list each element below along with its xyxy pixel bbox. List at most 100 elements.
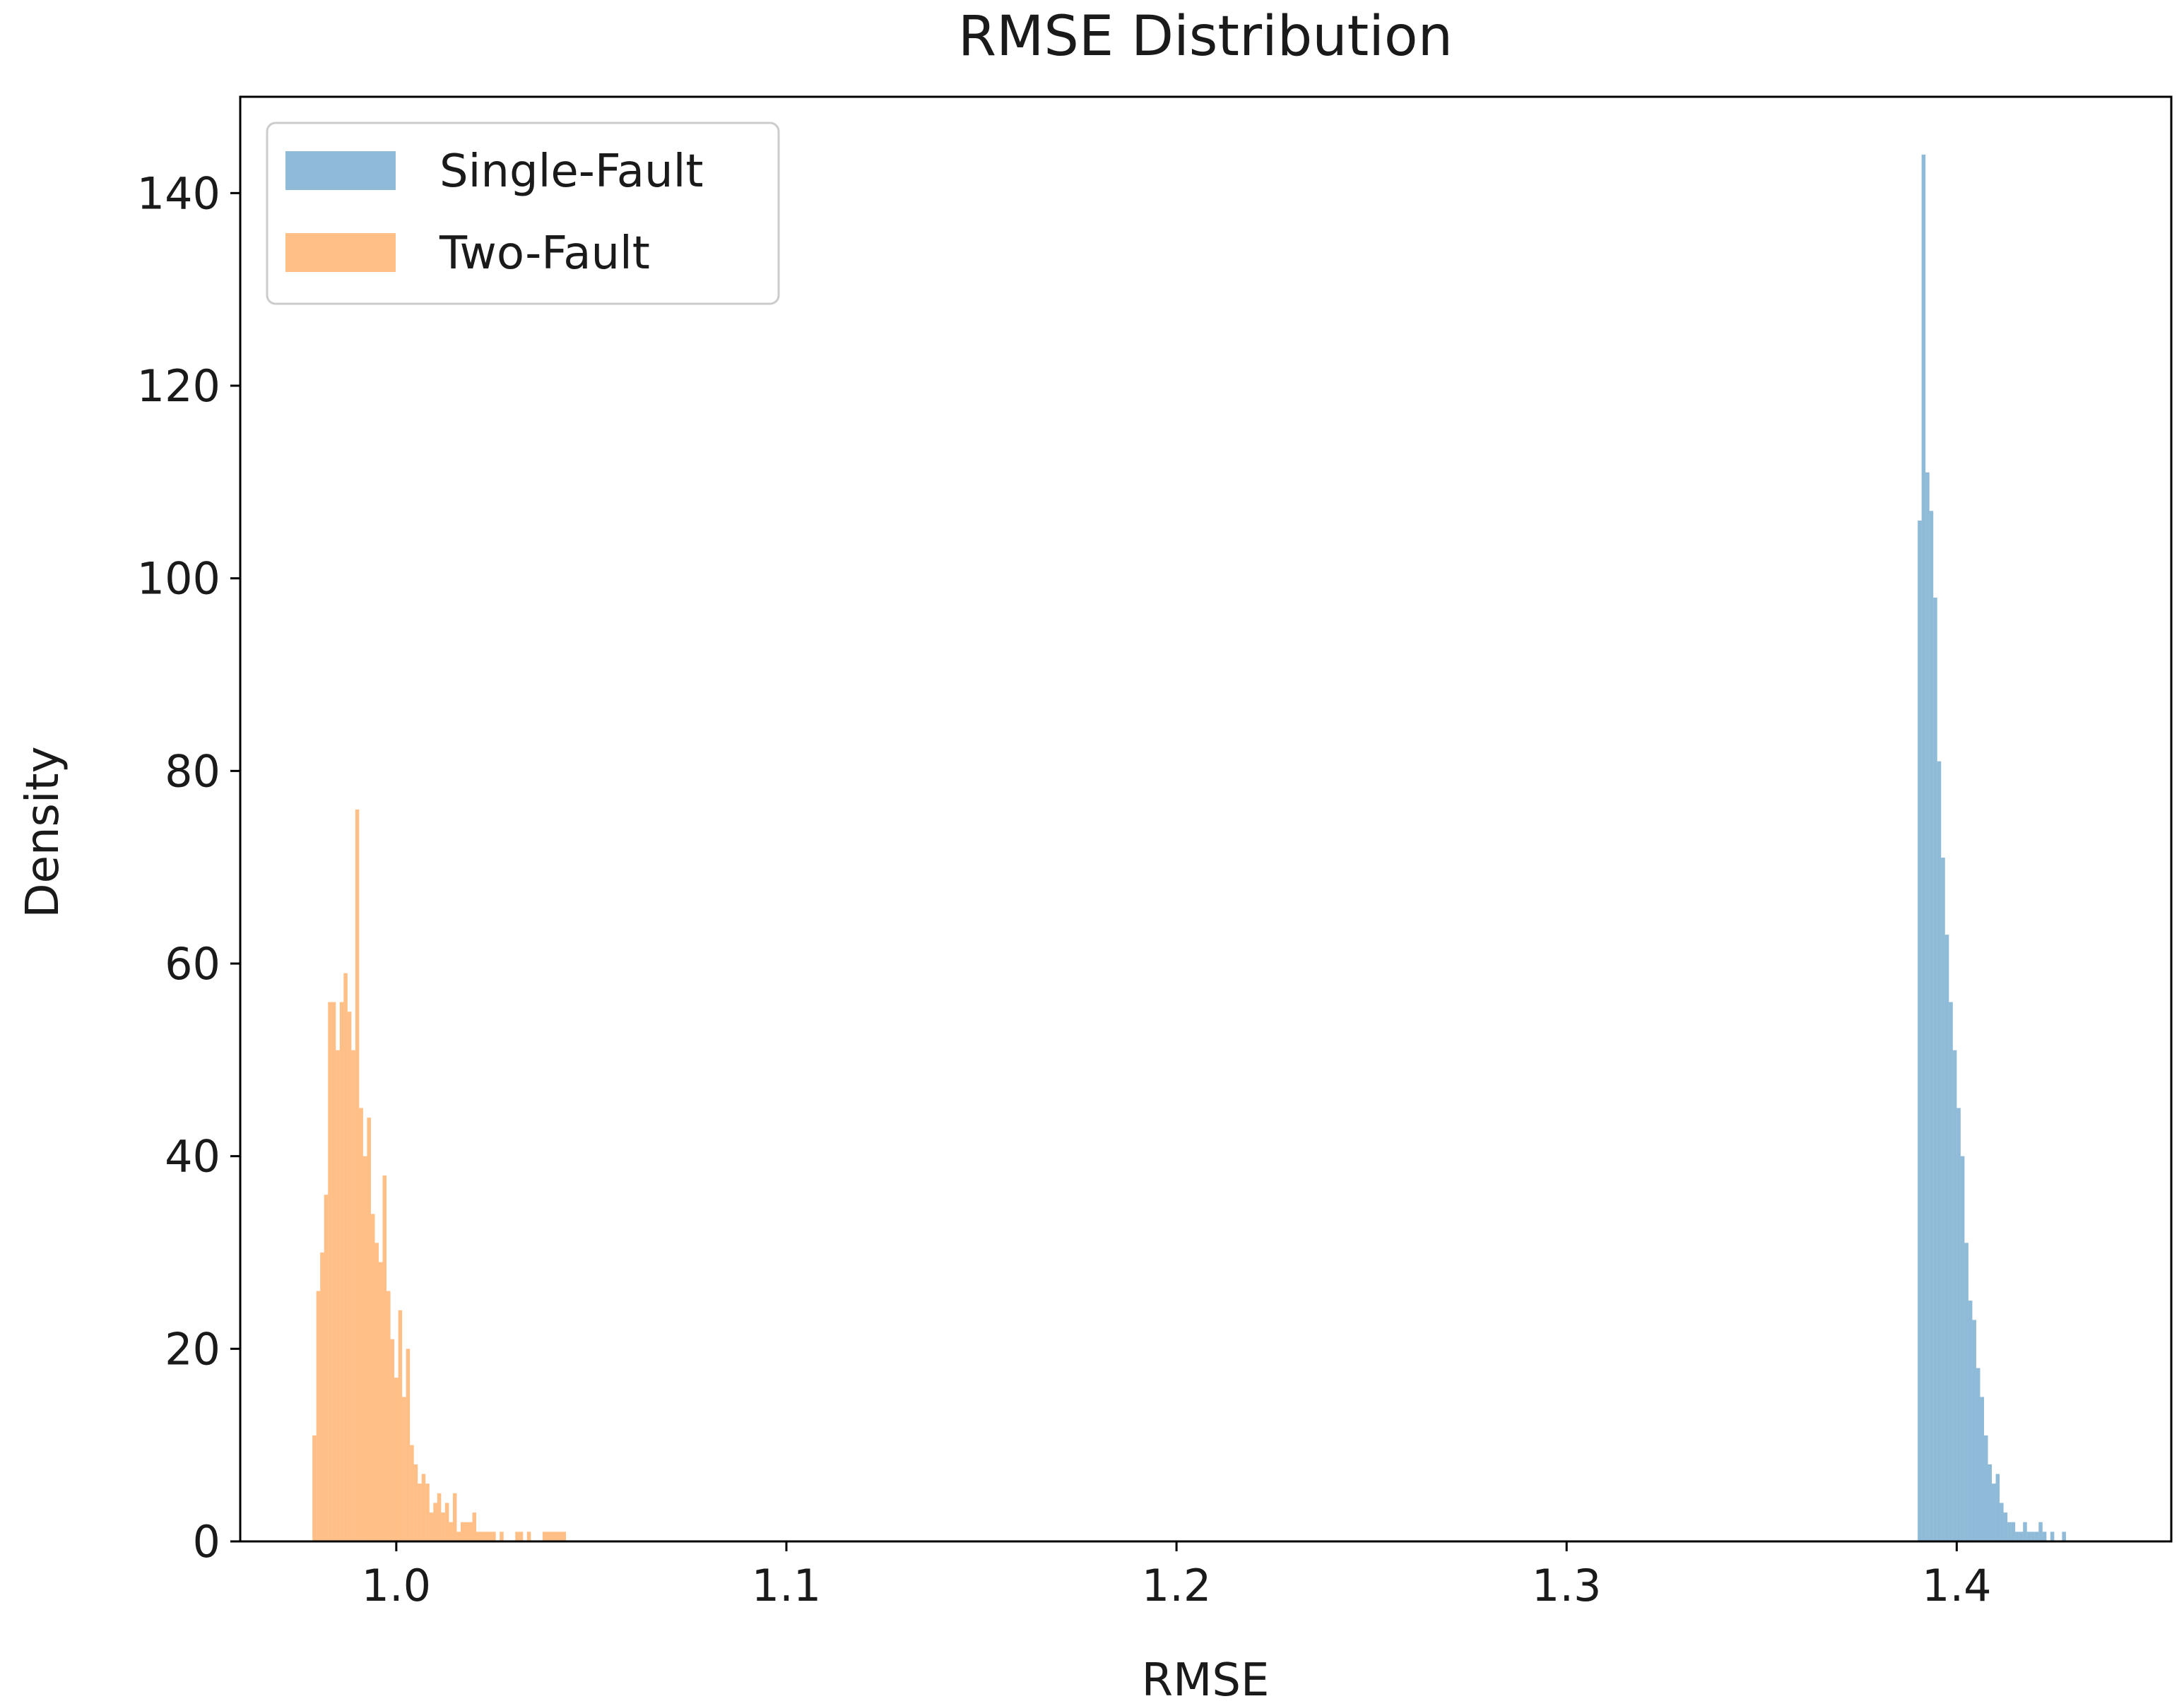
chart-title: RMSE Distribution (958, 5, 1453, 69)
histogram-bar (433, 1503, 437, 1541)
histogram-bar (324, 1195, 329, 1541)
histogram-bar (526, 1532, 531, 1541)
histogram-bar (367, 1118, 371, 1541)
histogram-bar (1944, 935, 1949, 1541)
histogram-bar (1972, 1320, 1976, 1541)
histogram-bar (1992, 1483, 1996, 1541)
histogram-bar (374, 1243, 379, 1541)
histogram-bar (441, 1512, 445, 1541)
histogram-bar (2026, 1532, 2031, 1541)
histogram-bar (421, 1474, 426, 1541)
histogram-bar (554, 1532, 558, 1541)
histogram-bar (2023, 1522, 2027, 1541)
histogram-bar (519, 1532, 524, 1541)
histogram-bar (394, 1378, 399, 1541)
histogram-bar (492, 1532, 496, 1541)
histogram-bar (1925, 472, 1930, 1542)
legend-swatch-two-fault (285, 233, 396, 272)
histogram-bar (464, 1522, 468, 1541)
histogram-bar (320, 1252, 324, 1541)
histogram-bar (1949, 1002, 1953, 1541)
histogram-bar (2015, 1532, 2019, 1541)
histogram-bar (406, 1349, 411, 1541)
y-tick-label: 0 (193, 1516, 220, 1568)
histogram-bar (359, 1108, 363, 1541)
y-axis: 0 20 40 60 80 100 120 140 (137, 167, 240, 1568)
histogram-bar (402, 1397, 406, 1541)
histogram-bar (370, 1214, 375, 1541)
histogram-bar (2034, 1532, 2039, 1541)
histogram-bar (468, 1522, 473, 1541)
legend-label-two-fault: Two-Fault (439, 227, 650, 280)
histogram-bar (562, 1532, 567, 1541)
histogram-bar (336, 1050, 340, 1541)
histogram-bar (484, 1532, 488, 1541)
legend-label-single-fault: Single-Fault (439, 146, 703, 198)
histogram-bar (476, 1532, 480, 1541)
histogram-bar (449, 1522, 453, 1541)
histogram-bar (347, 1012, 352, 1541)
histogram-bar (1995, 1474, 2000, 1541)
histogram-bar (2062, 1532, 2066, 1541)
histogram-bar (351, 1050, 355, 1541)
histogram-bar (550, 1532, 555, 1541)
histogram-bar (2042, 1532, 2047, 1541)
histogram-bar (2011, 1522, 2016, 1541)
histogram-bar (1983, 1435, 1988, 1541)
histogram-bar (437, 1493, 442, 1541)
y-tick-label: 80 (165, 745, 220, 797)
histogram-bar (1929, 511, 1934, 1541)
histogram-bar (1988, 1464, 1993, 1541)
plot-background (240, 97, 2171, 1541)
histogram-bar (444, 1503, 449, 1541)
histogram-bar (472, 1512, 477, 1541)
histogram-bar (2031, 1532, 2035, 1541)
histogram-bar (480, 1532, 485, 1541)
y-tick-label: 60 (165, 938, 220, 990)
histogram-bar (1968, 1301, 1973, 1541)
y-tick-label: 100 (137, 553, 220, 605)
x-axis: 1.0 1.1 1.2 1.3 1.4 (362, 1541, 1992, 1611)
histogram-bar (456, 1532, 461, 1541)
legend: Single-Fault Two-Fault (266, 122, 780, 305)
bars-layer (312, 154, 2066, 1542)
y-tick-label: 120 (137, 360, 220, 412)
histogram-bar (557, 1532, 562, 1541)
histogram-bar (2050, 1532, 2055, 1541)
histogram-bar (331, 1002, 336, 1541)
x-axis-label: RMSE (1142, 1654, 1270, 1706)
histogram-bar (1956, 1108, 1961, 1541)
histogram-bar (1918, 520, 1922, 1541)
histogram-bar (390, 1339, 395, 1541)
histogram-bar (343, 973, 348, 1541)
histogram-bar (2019, 1532, 2024, 1541)
x-tick-label: 1.4 (1922, 1560, 1992, 1611)
y-tick-label: 40 (165, 1131, 220, 1183)
histogram-bar (546, 1532, 550, 1541)
histogram-bar (1976, 1368, 1981, 1541)
y-tick-label: 140 (137, 167, 220, 219)
histogram-bar (1921, 154, 1926, 1541)
histogram-bar (515, 1532, 519, 1541)
x-tick-label: 1.3 (1532, 1560, 1602, 1611)
histogram-bar (488, 1532, 492, 1541)
plot-frame (239, 95, 2173, 1543)
histogram-bar (362, 1156, 367, 1541)
histogram-bar (312, 1435, 317, 1541)
histogram-bar (1952, 1050, 1957, 1541)
x-tick-label: 1.1 (752, 1560, 822, 1611)
histogram-bar (382, 1175, 387, 1541)
histogram-bar (316, 1291, 321, 1541)
histogram-bar (1937, 761, 1942, 1541)
histogram-bar (2007, 1522, 2012, 1541)
series-two-fault (312, 809, 567, 1541)
histogram-bar (542, 1532, 547, 1541)
histogram-bar (425, 1483, 430, 1541)
histogram-bar (2003, 1512, 2008, 1541)
legend-swatch-single-fault (285, 151, 396, 190)
histogram-bar (339, 1002, 344, 1541)
histogram-bar (1980, 1397, 1984, 1541)
histogram-bar (1964, 1243, 1968, 1541)
histogram-bar (410, 1445, 414, 1541)
